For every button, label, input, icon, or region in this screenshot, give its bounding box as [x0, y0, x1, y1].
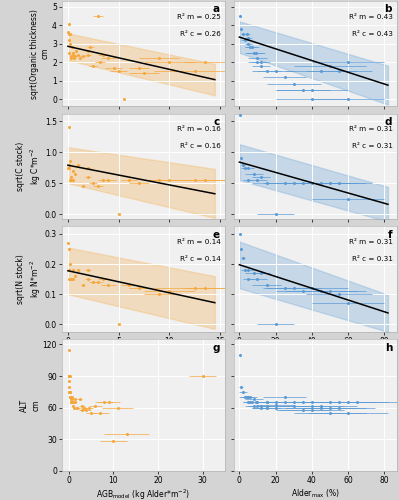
Y-axis label: ALT
cm: ALT cm	[20, 398, 41, 411]
Text: R² m = 0.25: R² m = 0.25	[177, 14, 221, 20]
Text: c: c	[214, 117, 220, 127]
Y-axis label: sqrt(C stock)
kg C*m$^{-2}$: sqrt(C stock) kg C*m$^{-2}$	[16, 142, 43, 191]
Text: R² c = 0.26: R² c = 0.26	[180, 30, 221, 36]
Text: R² m = 0.43: R² m = 0.43	[349, 14, 393, 20]
Text: R² m = 0.14: R² m = 0.14	[177, 239, 221, 245]
Text: b: b	[385, 4, 392, 14]
X-axis label: Alder$_{\rm max}$ (%): Alder$_{\rm max}$ (%)	[291, 348, 340, 361]
Text: R² m = 0.16: R² m = 0.16	[177, 126, 221, 132]
Text: e: e	[213, 230, 220, 239]
Text: R² c = 0.14: R² c = 0.14	[180, 256, 221, 262]
Y-axis label: sqrt(Organic thickness)
cm: sqrt(Organic thickness) cm	[30, 9, 50, 99]
Text: R² c = 0.31: R² c = 0.31	[352, 144, 393, 150]
Text: R² c = 0.31: R² c = 0.31	[352, 256, 393, 262]
Text: f: f	[387, 230, 392, 239]
Text: R² m = 0.31: R² m = 0.31	[349, 239, 393, 245]
Text: h: h	[385, 343, 392, 353]
Text: a: a	[213, 4, 220, 14]
Y-axis label: sqrt(N stock)
kg N*m$^{-2}$: sqrt(N stock) kg N*m$^{-2}$	[16, 254, 43, 304]
X-axis label: AGB$_{\rm model}$ (kg Alder*m$^{-2}$): AGB$_{\rm model}$ (kg Alder*m$^{-2}$)	[97, 348, 190, 363]
X-axis label: Alder$_{\rm max}$ (%): Alder$_{\rm max}$ (%)	[291, 488, 340, 500]
X-axis label: AGB$_{\rm model}$ (kg Alder*m$^{-2}$): AGB$_{\rm model}$ (kg Alder*m$^{-2}$)	[97, 488, 190, 500]
Text: R² c = 0.43: R² c = 0.43	[352, 30, 393, 36]
Text: R² m = 0.31: R² m = 0.31	[349, 126, 393, 132]
Text: R² c = 0.16: R² c = 0.16	[180, 144, 221, 150]
Text: g: g	[213, 343, 220, 353]
Text: d: d	[385, 117, 392, 127]
